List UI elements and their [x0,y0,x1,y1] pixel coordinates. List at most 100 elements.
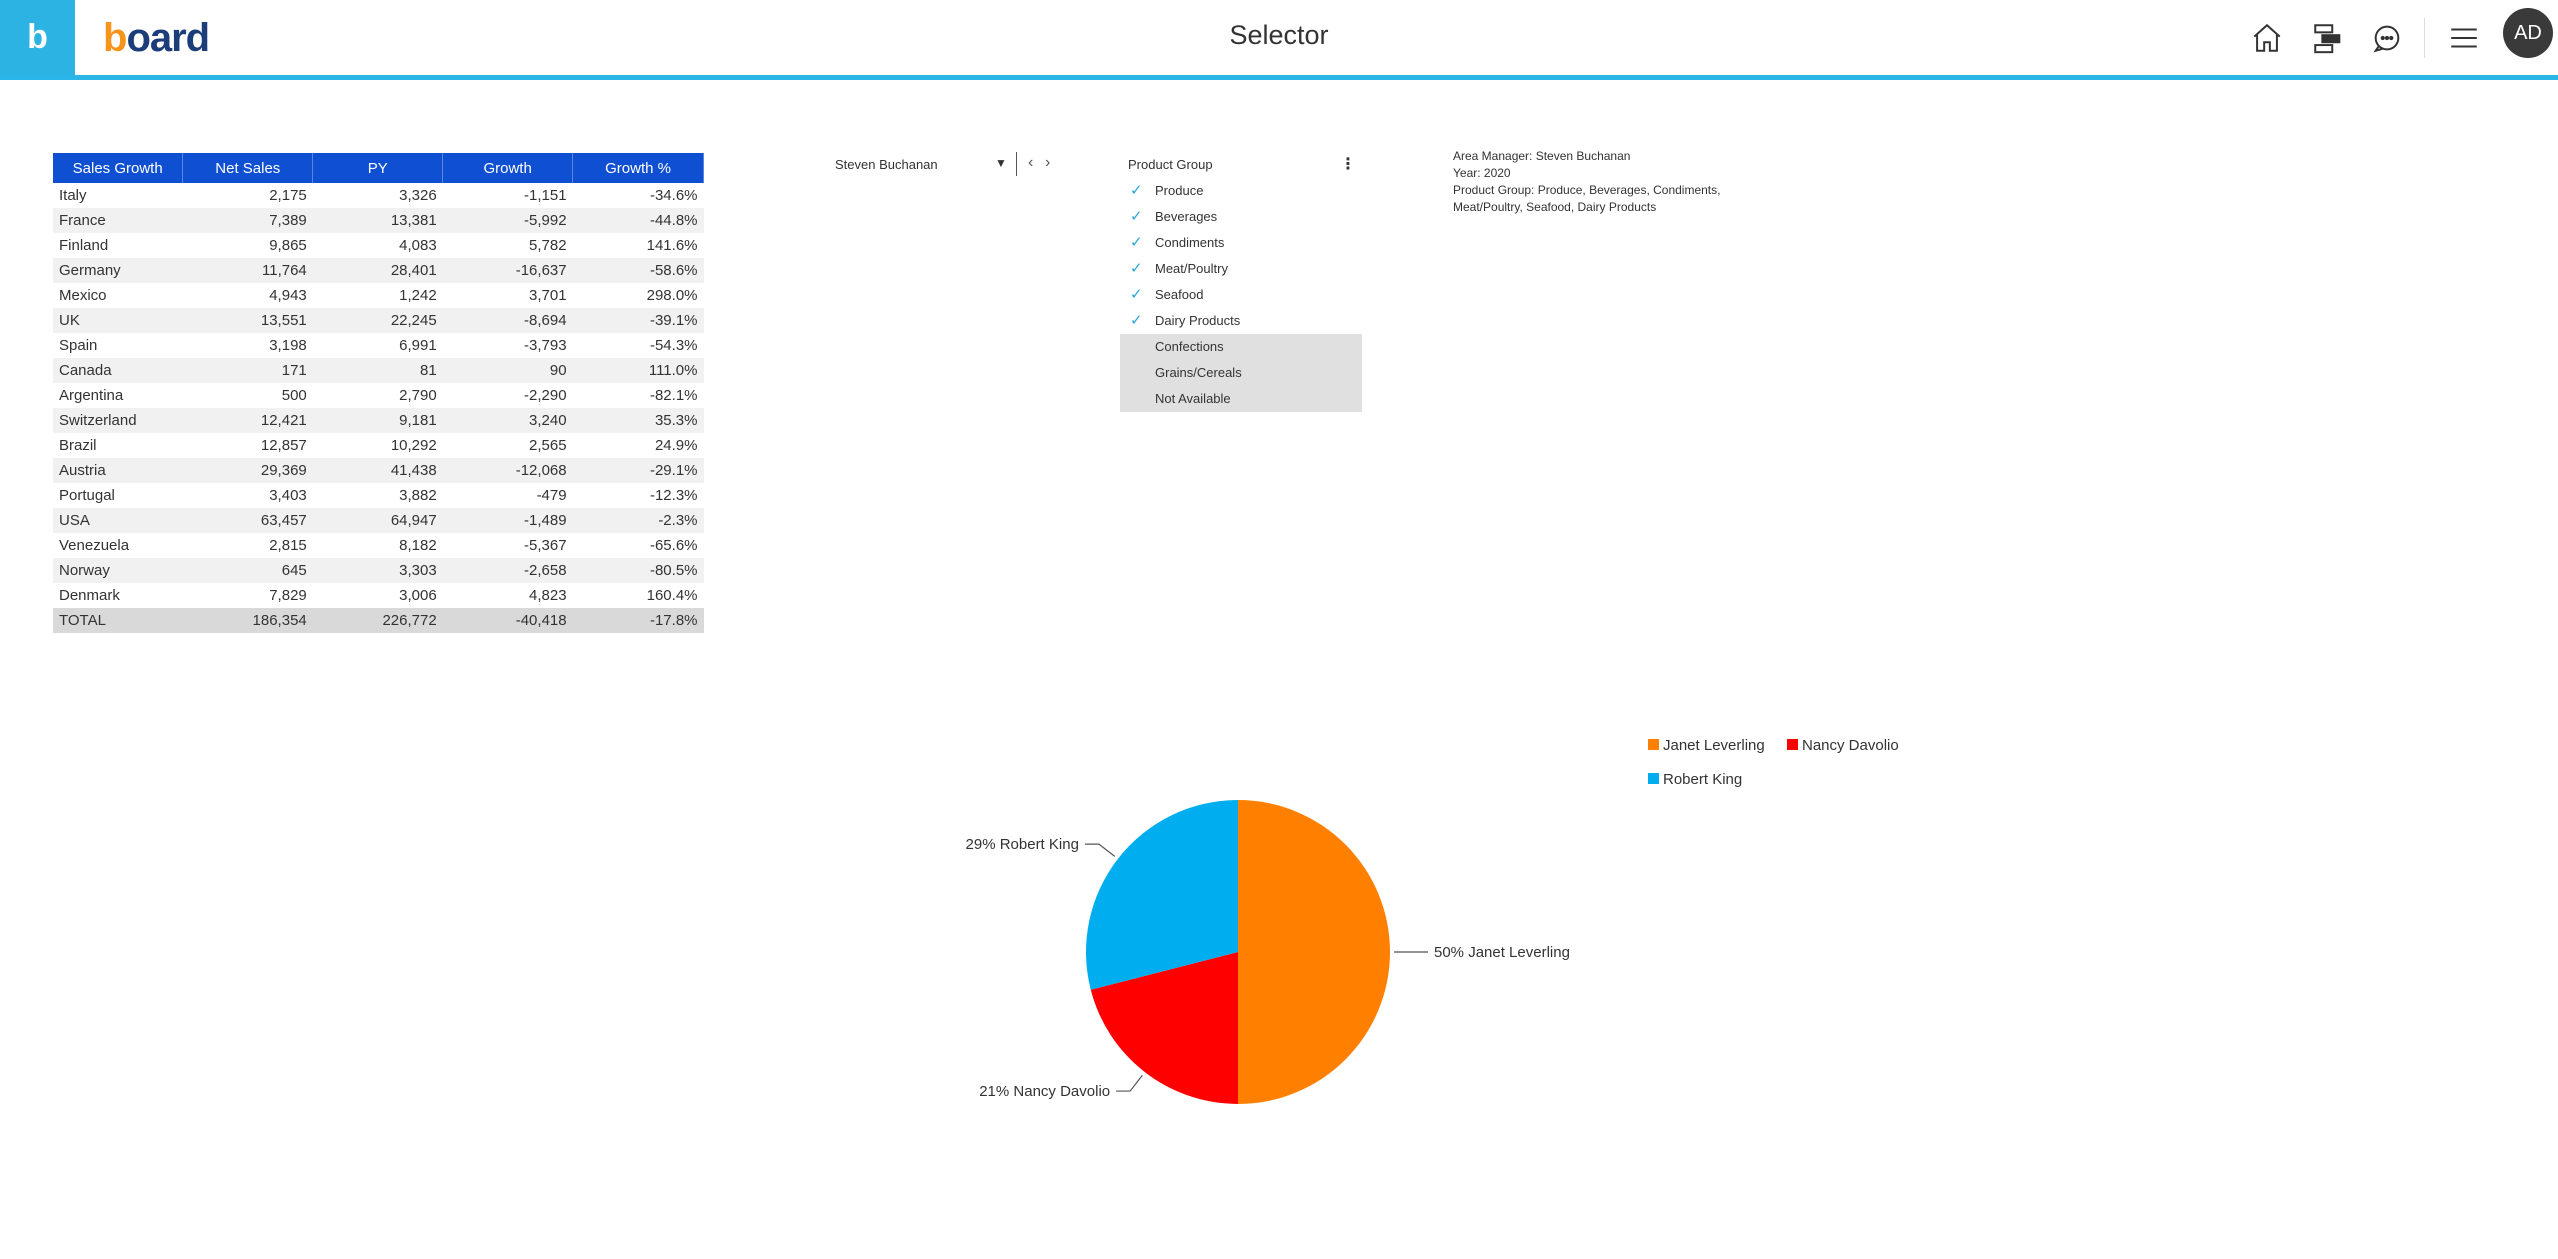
row-label-cell[interactable]: Finland [53,233,183,258]
legend-item[interactable]: Robert King [1648,771,1742,788]
value-cell[interactable]: 186,354 [182,608,313,633]
value-cell[interactable]: -479 [442,483,573,508]
chevron-left-icon[interactable]: ‹ [1028,154,1034,171]
value-cell[interactable]: -8,694 [442,308,573,333]
value-cell[interactable]: 500 [182,383,313,408]
value-cell[interactable]: 4,943 [182,283,313,308]
row-label-cell[interactable]: France [53,208,183,233]
row-label-cell[interactable]: Austria [53,458,183,483]
value-cell[interactable]: -3,793 [442,333,573,358]
value-cell[interactable]: 3,403 [182,483,313,508]
value-cell[interactable]: 64,947 [312,508,443,533]
value-cell[interactable]: -5,992 [442,208,573,233]
row-label-cell[interactable]: Canada [53,358,183,383]
pie-slice[interactable] [1090,952,1238,1104]
value-cell[interactable]: 12,857 [182,433,313,458]
table-row[interactable]: Spain 3,198 6,991 -3,793 -54.3% [53,333,704,358]
value-cell[interactable]: 4,823 [442,583,573,608]
value-cell[interactable]: -16,637 [442,258,573,283]
value-cell[interactable]: -40,418 [442,608,573,633]
value-cell[interactable]: -34.6% [572,183,704,208]
row-label-cell[interactable]: Brazil [53,433,183,458]
pie-slice[interactable] [1086,800,1238,990]
product-group-item[interactable]: ✓ Beverages [1120,204,1362,230]
row-label-cell[interactable]: Spain [53,333,183,358]
table-row[interactable]: Canada 171 81 90 111.0% [53,358,704,383]
column-header[interactable]: Growth [442,153,574,183]
table-row[interactable]: USA 63,457 64,947 -1,489 -2.3% [53,508,704,533]
value-cell[interactable]: 160.4% [572,583,704,608]
value-cell[interactable]: -12.3% [572,483,704,508]
value-cell[interactable]: 10,292 [312,433,443,458]
value-cell[interactable]: 12,421 [182,408,313,433]
dropdown-caret-icon[interactable]: ▼ [995,156,1007,170]
value-cell[interactable]: 298.0% [572,283,704,308]
value-cell[interactable]: 2,815 [182,533,313,558]
menu-icon[interactable] [2447,21,2481,55]
value-cell[interactable]: 4,083 [312,233,443,258]
legend-item[interactable]: Nancy Davolio [1787,737,1899,754]
chat-icon[interactable] [2370,21,2404,55]
value-cell[interactable]: 63,457 [182,508,313,533]
value-cell[interactable]: 5,782 [442,233,573,258]
selector-value[interactable]: Steven Buchanan [835,157,938,172]
product-group-item[interactable]: ✓ Meat/Poultry [1120,256,1362,282]
row-label-cell[interactable]: Norway [53,558,183,583]
table-row[interactable]: Venezuela 2,815 8,182 -5,367 -65.6% [53,533,704,558]
table-row[interactable]: Italy 2,175 3,326 -1,151 -34.6% [53,183,704,208]
value-cell[interactable]: 226,772 [312,608,443,633]
value-cell[interactable]: 29,369 [182,458,313,483]
row-label-cell[interactable]: Portugal [53,483,183,508]
product-group-item[interactable]: ✓ Condiments [1120,230,1362,256]
legend-item[interactable]: Janet Leverling [1648,737,1765,754]
row-label-cell[interactable]: Italy [53,183,183,208]
product-group-item[interactable]: Not Available [1120,386,1362,412]
row-label-cell[interactable]: TOTAL [53,608,183,633]
row-label-cell[interactable]: Germany [53,258,183,283]
value-cell[interactable]: -2,290 [442,383,573,408]
column-header[interactable]: Growth % [572,153,704,183]
value-cell[interactable]: 141.6% [572,233,704,258]
value-cell[interactable]: 35.3% [572,408,704,433]
value-cell[interactable]: 3,882 [312,483,443,508]
value-cell[interactable]: 9,865 [182,233,313,258]
value-cell[interactable]: 81 [312,358,443,383]
table-row[interactable]: UK 13,551 22,245 -8,694 -39.1% [53,308,704,333]
value-cell[interactable]: 3,198 [182,333,313,358]
value-cell[interactable]: 9,181 [312,408,443,433]
row-label-cell[interactable]: Mexico [53,283,183,308]
column-header[interactable]: Sales Growth [53,153,184,183]
value-cell[interactable]: 13,381 [312,208,443,233]
value-cell[interactable]: 90 [442,358,573,383]
value-cell[interactable]: -58.6% [572,258,704,283]
value-cell[interactable]: 41,438 [312,458,443,483]
value-cell[interactable]: 3,240 [442,408,573,433]
product-group-item[interactable]: ✓ Seafood [1120,282,1362,308]
product-group-item[interactable]: ✓ Dairy Products [1120,308,1362,334]
value-cell[interactable]: 22,245 [312,308,443,333]
value-cell[interactable]: 3,326 [312,183,443,208]
value-cell[interactable]: -17.8% [572,608,704,633]
value-cell[interactable]: -54.3% [572,333,704,358]
product-group-item[interactable]: Grains/Cereals [1120,360,1362,386]
table-row[interactable]: Switzerland 12,421 9,181 3,240 35.3% [53,408,704,433]
value-cell[interactable]: -82.1% [572,383,704,408]
home-icon[interactable] [2250,21,2284,55]
value-cell[interactable]: -2,658 [442,558,573,583]
brand-tile[interactable]: b [0,0,75,75]
value-cell[interactable]: -29.1% [572,458,704,483]
value-cell[interactable]: -39.1% [572,308,704,333]
value-cell[interactable]: -80.5% [572,558,704,583]
row-label-cell[interactable]: Venezuela [53,533,183,558]
value-cell[interactable]: 2,175 [182,183,313,208]
product-group-item[interactable]: Confections [1120,334,1362,360]
value-cell[interactable]: 3,303 [312,558,443,583]
value-cell[interactable]: 1,242 [312,283,443,308]
table-total-row[interactable]: TOTAL 186,354 226,772 -40,418 -17.8% [53,608,704,633]
value-cell[interactable]: 2,565 [442,433,573,458]
table-row[interactable]: Argentina 500 2,790 -2,290 -82.1% [53,383,704,408]
value-cell[interactable]: 6,991 [312,333,443,358]
avatar[interactable]: AD [2503,8,2553,58]
chevron-right-icon[interactable]: › [1045,154,1051,171]
row-label-cell[interactable]: USA [53,508,183,533]
